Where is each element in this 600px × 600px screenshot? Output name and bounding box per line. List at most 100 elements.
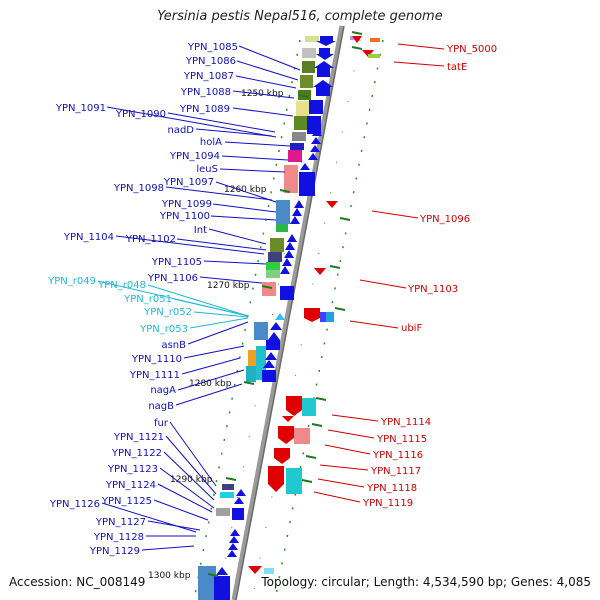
gene-arrow	[230, 529, 240, 536]
gene-block	[294, 116, 308, 130]
gene-arrow	[280, 266, 290, 274]
gene-label-ypn-r051: YPN_r051	[123, 294, 172, 305]
gene-arrow	[216, 567, 228, 575]
gene-arrow	[285, 242, 295, 250]
gene-arrow	[310, 145, 320, 152]
gene-block	[370, 38, 380, 42]
gene-block	[320, 312, 326, 322]
gene-block	[246, 366, 256, 382]
gene-arrow	[229, 536, 239, 543]
gene-arrow	[227, 550, 237, 557]
gene-label-ypn-1128: YPN_1128	[93, 532, 144, 543]
gene-block	[268, 252, 282, 262]
gene-arrow	[263, 360, 275, 368]
map-title: Yersinia pestis Nepal516, complete genom…	[157, 9, 443, 24]
position-marker: 1290 kbp	[170, 475, 213, 485]
gene-arrow	[314, 61, 334, 77]
gene-label-ypn-1126: YPN_1126	[49, 499, 100, 510]
gene-block	[216, 508, 230, 516]
gene-block	[292, 132, 306, 141]
gene-block	[302, 48, 316, 58]
gene-label-tate: tatE	[447, 62, 467, 73]
gene-label-ypn-1111: YPN_1111	[129, 370, 180, 381]
gene-label-ypn-1115: YPN_1115	[376, 434, 427, 445]
gene-block	[286, 468, 302, 494]
gene-label-ypn-r053: YPN_r053	[139, 324, 188, 335]
gene-label-ypn-1103: YPN_1103	[407, 284, 458, 295]
gene-label-ypn-1117: YPN_1117	[370, 466, 421, 477]
gene-block	[198, 566, 216, 600]
gene-arrow	[268, 332, 280, 340]
gene-arrow	[290, 216, 300, 224]
gene-arrow	[282, 416, 294, 422]
gene-block	[305, 36, 319, 42]
position-marker: 1260 kbp	[224, 185, 267, 195]
position-marker: 1280 kbp	[189, 379, 232, 389]
gene-label-ypn-1127: YPN_1127	[95, 517, 146, 528]
gene-block	[296, 101, 310, 116]
gene-arrow	[292, 208, 302, 216]
gene-label-ypn-1123: YPN_1123	[107, 464, 158, 475]
gene-label-hola: holA	[200, 137, 222, 148]
gene-arrow	[274, 448, 290, 464]
gene-arrow	[287, 234, 297, 242]
gene-block	[368, 54, 380, 58]
gene-label-int: Int	[194, 225, 207, 236]
gene-label-ypn-1104: YPN_1104	[63, 232, 114, 243]
forward-gene-blocks	[198, 36, 336, 600]
gene-block	[248, 350, 256, 366]
gene-block	[299, 172, 315, 196]
gene-label-ypn-1118: YPN_1118	[366, 483, 417, 494]
gene-label-ypn-1105: YPN_1105	[151, 257, 202, 268]
right-connectors	[313, 43, 445, 503]
gene-arrow	[312, 129, 322, 136]
gene-arrow	[284, 250, 294, 258]
gene-label-ypn-1098: YPN_1098	[113, 183, 164, 194]
gene-arrow	[234, 497, 244, 504]
gene-arrow	[316, 36, 336, 46]
gene-block	[290, 143, 304, 150]
gene-label-ypn-1094: YPN_1094	[169, 151, 220, 162]
position-marker: 1270 kbp	[207, 281, 250, 291]
gene-block	[302, 398, 316, 416]
gene-block	[214, 576, 230, 600]
gene-block	[222, 484, 234, 490]
left-labels: YPN_1085 YPN_1086 YPN_1087 YPN_1088 YPN_1091…	[47, 42, 238, 557]
gene-label-ypn-1100: YPN_1100	[159, 211, 210, 222]
gene-arrow	[314, 268, 326, 275]
gene-label-ypn-1106: YPN_1106	[147, 273, 198, 284]
gene-label-asnb: asnB	[161, 340, 186, 351]
gene-arrow	[316, 48, 334, 60]
ruler-ticks	[207, 31, 363, 577]
gene-arrow	[248, 566, 262, 574]
gene-arrow	[270, 322, 282, 330]
gene-arrow	[326, 201, 338, 208]
position-marker: 1300 kbp	[148, 571, 191, 581]
gene-block	[284, 165, 298, 193]
gene-label-ypn-1102: YPN_1102	[125, 234, 176, 245]
gene-arrow	[265, 352, 277, 360]
gene-arrow	[228, 543, 238, 550]
gene-block	[307, 116, 321, 134]
gene-label-nagb: nagB	[148, 401, 174, 412]
gene-block	[270, 238, 284, 252]
gene-label-ypn-r048: YPN_r048	[97, 280, 146, 291]
gene-block	[256, 346, 266, 380]
gene-arrow	[304, 308, 320, 322]
gene-label-naga: nagA	[150, 385, 176, 396]
gene-block	[326, 312, 334, 322]
gene-block	[309, 100, 323, 114]
gene-label-ypn-1085: YPN_1085	[187, 42, 238, 53]
gene-block	[266, 262, 280, 270]
topology-text: Topology: circular; Length: 4,534,590 bp…	[261, 575, 591, 589]
gene-label-ypn-1110: YPN_1110	[131, 354, 182, 365]
gene-label-ypn-1114: YPN_1114	[380, 417, 431, 428]
gene-label-ypn-1091: YPN_1091	[55, 103, 106, 114]
gene-label-ypn-1129: YPN_1129	[89, 546, 140, 557]
gene-arrow	[362, 50, 374, 57]
gene-arrow	[300, 163, 310, 170]
gene-label-ypn-r052: YPN_r052	[143, 307, 192, 318]
gene-arrow	[308, 153, 318, 160]
gene-label-ypn-1090: YPN_1090	[115, 109, 166, 120]
